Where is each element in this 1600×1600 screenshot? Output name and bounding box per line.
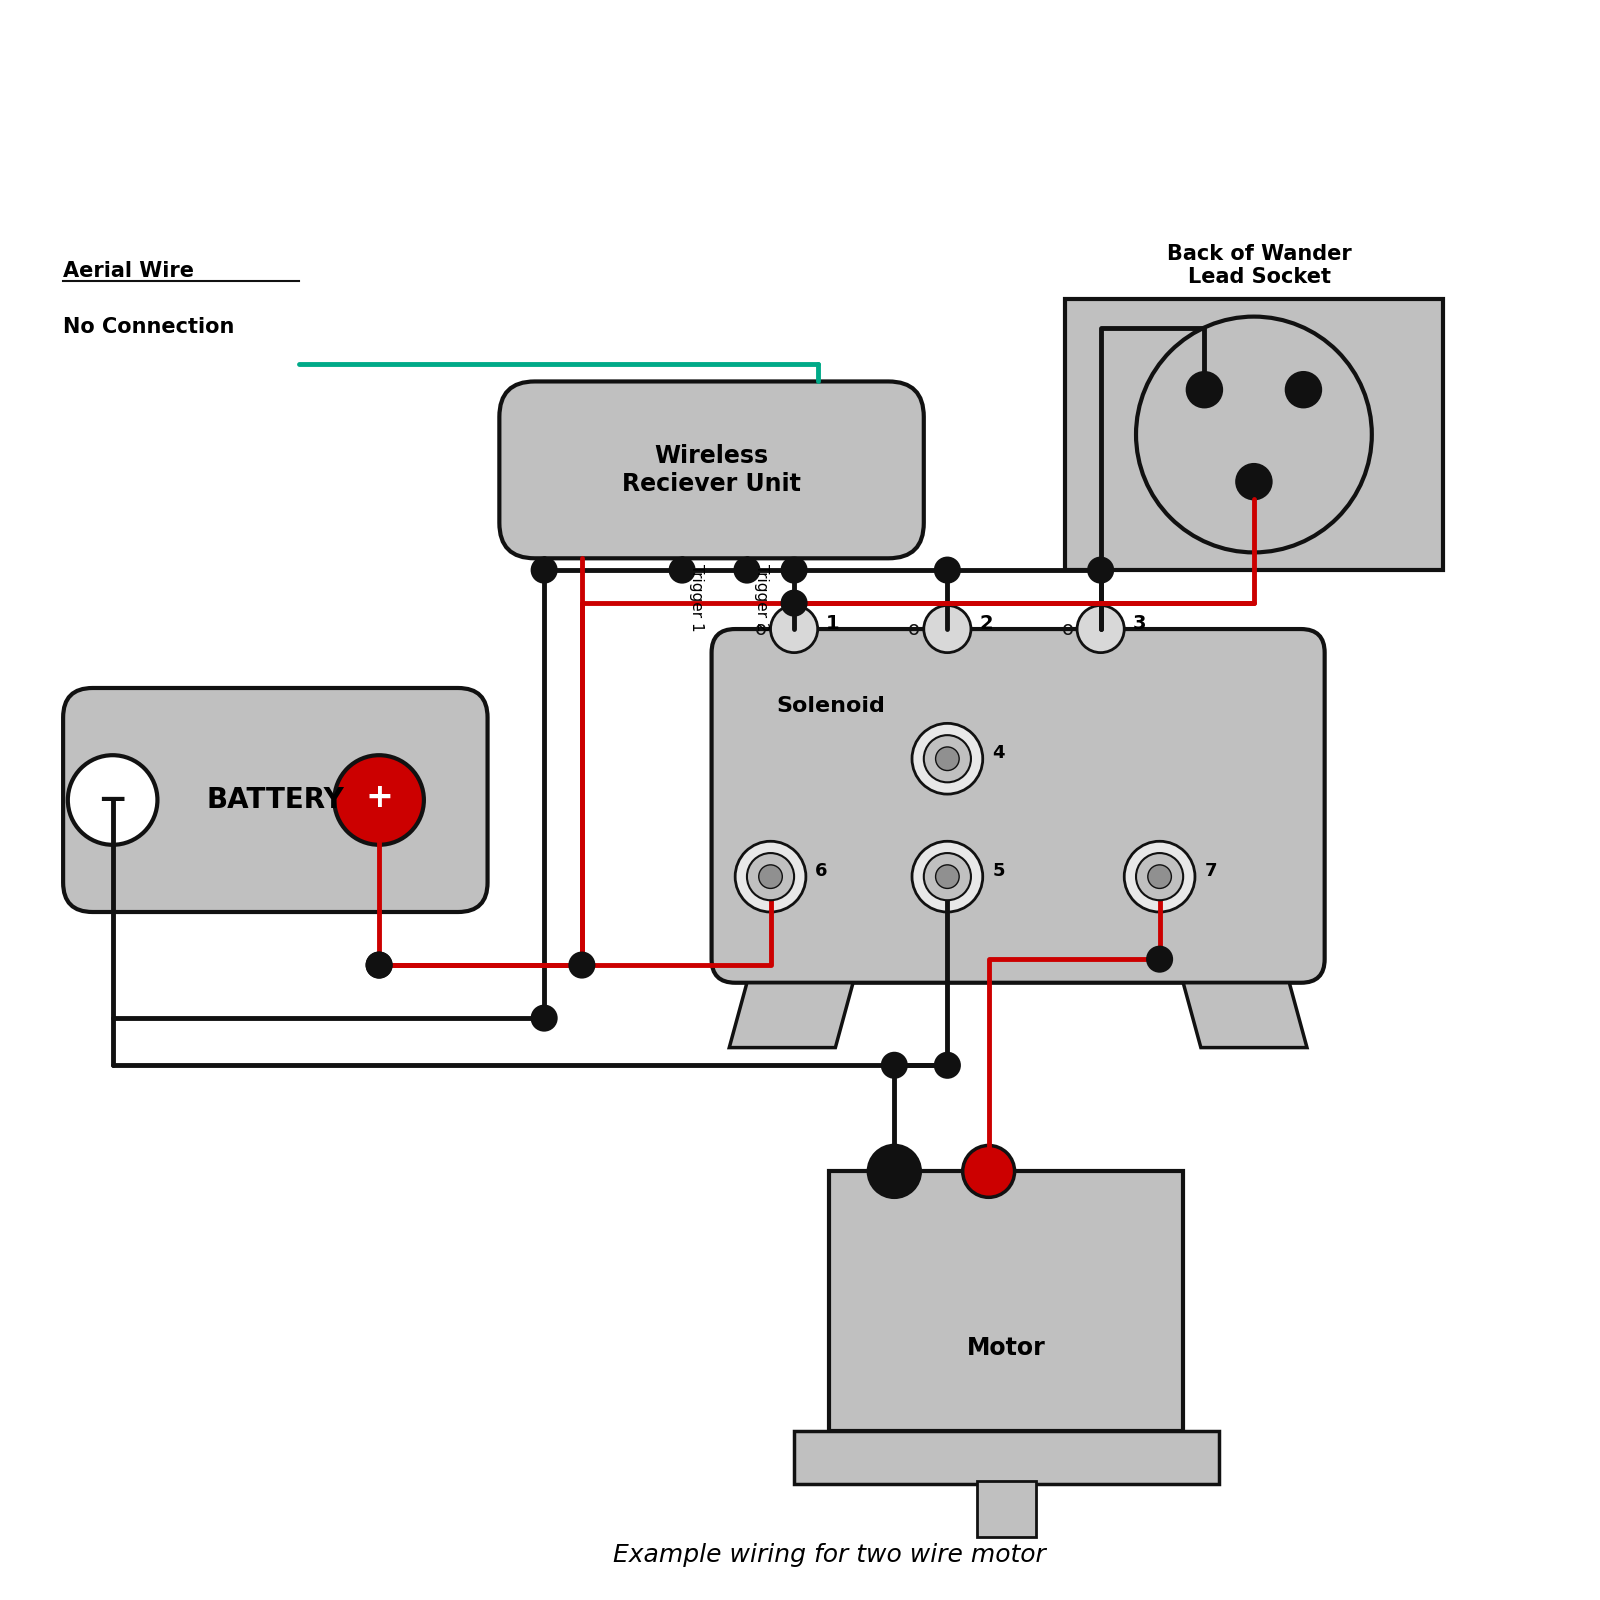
Bar [829,1171,1182,1430]
Circle shape [936,866,958,888]
Text: Wireless
Reciever Unit: Wireless Reciever Unit [622,443,802,496]
Circle shape [533,1006,555,1030]
Polygon shape [730,982,853,1048]
Circle shape [869,1146,920,1197]
Text: o: o [909,619,920,638]
Bar [794,1430,1219,1483]
Circle shape [771,605,818,653]
Text: Example wiring for two wire motor: Example wiring for two wire motor [613,1542,1046,1566]
Text: −: − [98,782,128,818]
Circle shape [1125,842,1195,912]
Text: Solenoid: Solenoid [776,696,885,715]
Circle shape [67,755,157,845]
Text: 1: 1 [826,614,840,632]
Text: BATTERY: BATTERY [206,786,344,814]
Bar [978,1482,1035,1538]
FancyBboxPatch shape [712,629,1325,982]
Circle shape [1286,373,1322,408]
Text: 3: 3 [1133,614,1146,632]
Circle shape [734,842,806,912]
Bar [1066,299,1443,570]
Circle shape [334,755,424,845]
Circle shape [936,1053,958,1077]
Text: o: o [755,619,766,638]
Circle shape [1136,853,1182,901]
Text: 2: 2 [979,614,994,632]
Circle shape [533,558,555,582]
Circle shape [912,842,982,912]
Text: 7: 7 [1205,862,1218,880]
Circle shape [670,558,694,582]
Text: 4: 4 [992,744,1005,762]
Circle shape [923,605,971,653]
Circle shape [734,558,758,582]
Circle shape [963,1146,1014,1197]
Text: Trigger 2: Trigger 2 [754,565,770,632]
Circle shape [1237,464,1272,499]
Circle shape [923,734,971,782]
Text: Motor: Motor [966,1336,1046,1360]
Polygon shape [1182,982,1307,1048]
FancyBboxPatch shape [62,688,488,912]
Text: o: o [1062,619,1074,638]
FancyBboxPatch shape [499,381,923,558]
Text: +: + [365,781,394,814]
Text: Aerial Wire: Aerial Wire [62,261,194,282]
Text: 6: 6 [816,862,827,880]
Circle shape [368,954,390,978]
Circle shape [1187,373,1222,408]
Circle shape [1147,947,1171,971]
Circle shape [1090,558,1112,582]
Circle shape [912,723,982,794]
Circle shape [782,592,806,614]
Circle shape [1147,866,1171,888]
Circle shape [883,1053,906,1077]
Circle shape [1077,605,1125,653]
Circle shape [368,954,390,978]
Circle shape [936,558,958,582]
Circle shape [782,558,806,582]
Circle shape [758,866,782,888]
Circle shape [936,747,958,771]
Text: No Connection: No Connection [62,317,235,336]
Text: Back of Wander
Lead Socket: Back of Wander Lead Socket [1168,243,1352,286]
Circle shape [747,853,794,901]
Text: Trigger 1: Trigger 1 [690,565,704,632]
Circle shape [923,853,971,901]
Circle shape [1136,317,1371,552]
Circle shape [570,954,594,978]
Text: 5: 5 [992,862,1005,880]
